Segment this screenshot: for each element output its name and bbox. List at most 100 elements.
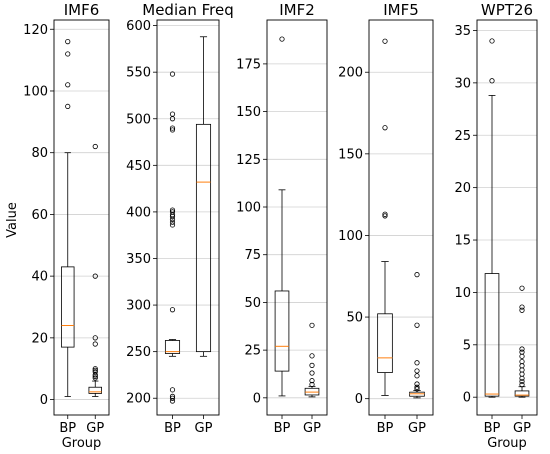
flier-point (92, 273, 98, 279)
panel-title: Median Freq (142, 1, 233, 19)
flier-point (519, 307, 525, 313)
y-tick-label: 50 (244, 296, 261, 311)
box-BP (274, 36, 290, 397)
axes-frame (156, 19, 220, 416)
y-tick-label: 400 (126, 205, 151, 220)
axes-frame (266, 19, 328, 416)
x-tick-label: GP (408, 421, 426, 436)
y-tick-label: 100 (236, 201, 261, 216)
y-tick-label: 20 (31, 331, 48, 346)
flier-point (414, 381, 420, 387)
y-tick-label: 450 (126, 159, 151, 174)
y-tick-label: 100 (23, 84, 48, 99)
flier-point (169, 207, 176, 213)
flier-point (92, 375, 98, 381)
axes-frame (53, 19, 110, 416)
y-tick-label: 150 (236, 105, 261, 120)
flier-point (92, 341, 98, 347)
x-tick-label: BP (59, 421, 76, 436)
flier-point (414, 373, 420, 379)
flier-point (169, 125, 176, 131)
y-tick-label: 35 (454, 24, 471, 39)
flier-point (519, 378, 525, 385)
x-tick-label: GP (195, 421, 213, 436)
flier-point (169, 393, 176, 399)
iqr-box (164, 340, 181, 354)
x-tick-label: BP (484, 421, 501, 436)
flier-point (65, 51, 71, 57)
flier-point (65, 103, 71, 110)
y-tick-label: 175 (236, 57, 261, 72)
iqr-box (274, 290, 290, 372)
flier-point (382, 38, 388, 44)
flier-point (414, 360, 420, 366)
box-GP (409, 272, 425, 399)
flier-point (92, 366, 98, 372)
y-tick-label: 15 (454, 234, 471, 249)
flier-point (92, 367, 98, 373)
flier-point (519, 363, 525, 369)
flier-point (309, 378, 315, 384)
x-tick-label: GP (513, 421, 531, 436)
y-tick-label: 250 (126, 345, 151, 360)
shared-y-axis-label: Value (5, 202, 20, 238)
iqr-box (88, 386, 102, 394)
panel-title: WPT26 (481, 1, 533, 19)
flier-point (489, 78, 495, 84)
y-tick-label: 0 (355, 392, 363, 407)
x-tick-label: BP (164, 421, 181, 436)
y-tick-label: 25 (454, 129, 471, 144)
y-tick-label: 350 (126, 252, 151, 267)
iqr-box (514, 390, 530, 397)
y-tick-label: 75 (244, 248, 261, 263)
flier-point (382, 213, 388, 219)
x-tick-label: BP (377, 421, 394, 436)
y-tick-label: 50 (346, 311, 363, 326)
flier-point (519, 349, 525, 355)
flier-point (92, 369, 98, 375)
y-tick-label: 500 (126, 112, 151, 127)
x-tick-label: GP (303, 421, 321, 436)
iqr-box (484, 273, 500, 397)
iqr-box (195, 123, 212, 353)
y-tick-label: 80 (31, 146, 48, 161)
flier-point (65, 82, 71, 88)
y-tick-label: 40 (31, 270, 48, 285)
flier-point (279, 36, 285, 42)
y-tick-label: 60 (31, 208, 48, 223)
panel-4: 0 5 10 15 20 25 30 35 BP GP WPT26 Group (454, 1, 538, 451)
y-tick-label: 120 (23, 23, 48, 38)
flier-point (382, 125, 388, 131)
y-tick-label: 5 (463, 338, 471, 353)
flier-point (519, 353, 525, 359)
flier-point (309, 362, 315, 368)
flier-point (309, 381, 315, 388)
y-tick-label: 200 (126, 392, 151, 407)
y-tick-label: 30 (454, 76, 471, 91)
flier-point (519, 375, 525, 381)
box-GP (195, 36, 212, 357)
y-tick-label: 25 (244, 344, 261, 359)
y-tick-label: 550 (126, 66, 151, 81)
flier-point (92, 335, 98, 341)
flier-point (309, 370, 315, 376)
flier-point (519, 367, 525, 373)
panel-3: 0 50 100 150 200 BP GP IMF5 (338, 1, 434, 436)
y-tick-label: 0 (40, 393, 48, 408)
panel-title: IMF5 (383, 1, 419, 19)
y-tick-label: 20 (454, 181, 471, 196)
panel-title: IMF2 (279, 1, 315, 19)
flier-point (519, 382, 525, 388)
flier-point (169, 222, 176, 228)
axes-frame (476, 19, 538, 416)
y-tick-label: 0 (463, 391, 471, 406)
flier-point (309, 353, 315, 359)
y-tick-label: 300 (126, 299, 151, 314)
flier-point (65, 39, 71, 45)
y-tick-label: 150 (338, 147, 363, 162)
flier-point (519, 304, 525, 310)
flier-point (519, 371, 525, 377)
flier-point (414, 272, 420, 278)
flier-point (309, 322, 315, 328)
